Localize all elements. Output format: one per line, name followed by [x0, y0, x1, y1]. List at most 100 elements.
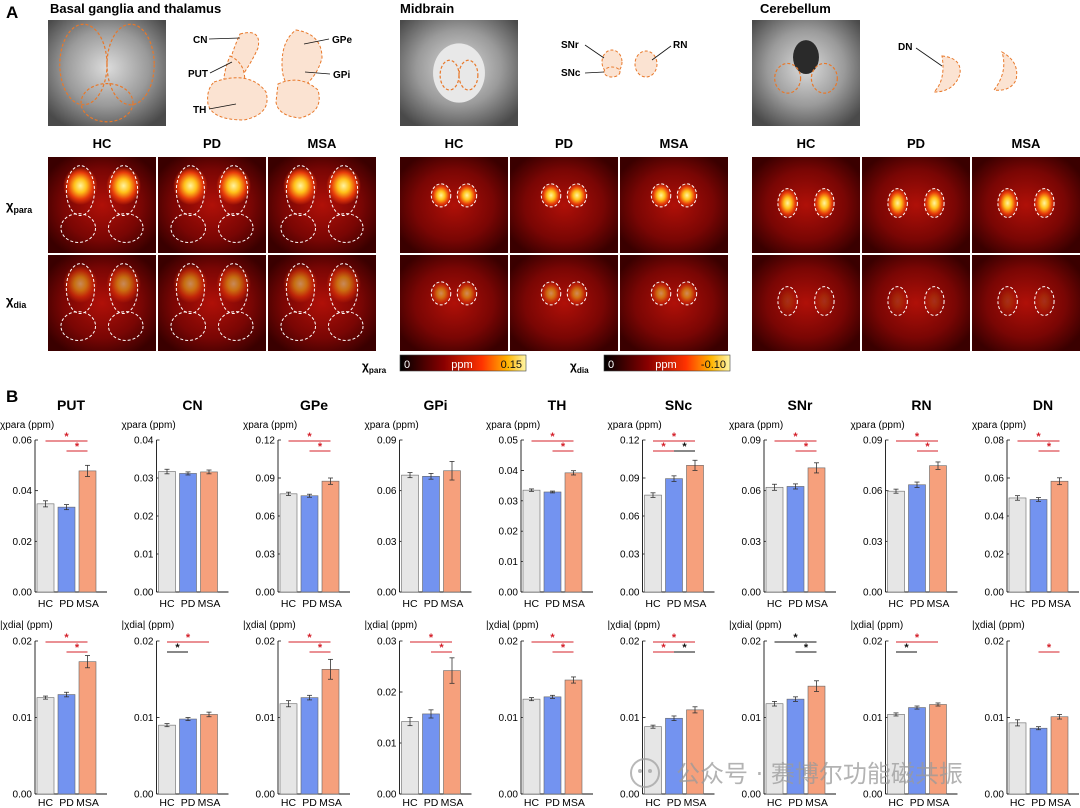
x-tick-label: PD: [302, 598, 317, 610]
panel-b-letter: B: [6, 387, 18, 406]
map-background: [752, 157, 860, 253]
map-hotspot: [676, 182, 698, 208]
map-roi-outline: [175, 165, 205, 217]
y-tick-label: 0.02: [13, 637, 33, 648]
x-tick-label: MSA: [1048, 598, 1071, 610]
y-axis-label: |χdia| (ppm): [0, 620, 53, 631]
thumb-basal-ganglia-roi-mid: [80, 82, 134, 123]
significance-mark: *: [793, 632, 798, 644]
bar-pd: [57, 694, 76, 795]
map-tile-2-0-1: [862, 157, 970, 253]
y-tick-label: 0.00: [256, 790, 276, 801]
map-hotspot: [1033, 285, 1056, 317]
bar-msa: [443, 670, 461, 795]
map-tile-0-1-2: [268, 255, 376, 351]
y-tick-label: 0.00: [985, 588, 1005, 599]
bar-hc: [401, 721, 419, 795]
y-tick-label: 0.09: [256, 474, 276, 485]
x-tick-label: PD: [667, 598, 682, 610]
significance-mark: *: [318, 642, 323, 654]
x-tick-label: HC: [281, 598, 297, 610]
roi-leader-rn: [651, 45, 672, 61]
map-roi-outline: [65, 263, 95, 315]
colorbar-min-1: 0: [608, 359, 614, 371]
map-hotspot: [996, 285, 1019, 317]
y-tick-label: 0.02: [985, 637, 1005, 648]
bar-hc: [522, 489, 541, 593]
roi-dn-right: [993, 50, 1018, 91]
map-background: [972, 157, 1080, 253]
y-axis-label: χpara (ppm): [608, 420, 662, 431]
map-roi-outline: [887, 188, 908, 218]
bar-hc: [36, 503, 55, 593]
map-roi-outline: [285, 263, 315, 315]
roi-schematics: CN PUT TH GPe GPi SNr SNc RN DN: [188, 29, 1018, 121]
bar-msa: [1050, 480, 1069, 593]
significance-mark: *: [1036, 431, 1041, 443]
x-tick-label: PD: [667, 797, 682, 808]
y-tick-label: 0.03: [742, 537, 762, 548]
y-axis-label: χpara (ppm): [486, 420, 540, 431]
significance-mark: *: [1047, 642, 1052, 654]
y-tick-label: 0.01: [620, 713, 640, 724]
y-tick-label: 0.00: [134, 790, 154, 801]
chart-title: TH: [548, 397, 567, 413]
y-axis-label: χpara (ppm): [122, 420, 176, 431]
roi-gpi: [275, 79, 320, 119]
x-tick-label: MSA: [805, 598, 828, 610]
map-hotspot: [566, 182, 588, 208]
map-background: [620, 157, 728, 253]
x-tick-label: MSA: [76, 598, 99, 610]
map-hotspot: [216, 166, 251, 205]
roi-leader-th: [208, 103, 237, 110]
map-roi-outline: [107, 311, 144, 341]
chart-title: GPe: [300, 397, 328, 413]
map-roi-outline: [924, 286, 945, 316]
map-background: [48, 157, 156, 253]
x-tick-label: MSA: [319, 598, 342, 610]
map-roi-outline: [1034, 188, 1055, 218]
x-tick-label: HC: [1010, 598, 1026, 610]
bar-hc: [279, 493, 298, 593]
map-roi-outline: [430, 281, 452, 306]
map-tile-1-1-1: [510, 255, 618, 351]
significance-mark: *: [75, 441, 80, 453]
significance-mark: *: [804, 441, 809, 453]
significance-mark: *: [915, 431, 920, 443]
colorbar-max-0: 0.15: [501, 359, 522, 371]
bar-hc: [1008, 722, 1027, 795]
map-header-pd-1: PD: [555, 136, 573, 151]
map-hotspot: [776, 187, 799, 219]
y-axis-label: |χdia| (ppm): [972, 620, 1025, 631]
y-tick-label: 0.06: [985, 474, 1005, 485]
significance-mark: *: [186, 632, 191, 644]
y-tick-label: 0.02: [985, 550, 1005, 561]
x-tick-label: MSA: [562, 797, 585, 808]
y-axis-label: |χdia| (ppm): [122, 620, 175, 631]
map-roi-outline: [456, 183, 478, 208]
roi-leader-put: [209, 61, 233, 74]
bar-pd: [1029, 727, 1048, 795]
bar-pd: [422, 476, 440, 593]
bar-chart-10: |χdia| (ppm) 0.00 0.01 0.02 HC PD MSA * *: [122, 620, 229, 808]
y-tick-label: 0.02: [863, 637, 883, 648]
significance-mark: *: [793, 431, 798, 443]
map-tile-0-0-2: [268, 157, 376, 253]
bar-msa: [686, 465, 704, 593]
bar-msa: [564, 679, 583, 795]
map-background: [972, 255, 1080, 351]
thumb-basal-ganglia-roi-right: [106, 23, 155, 106]
bar-msa: [929, 465, 947, 593]
y-tick-label: 0.01: [499, 557, 519, 568]
y-tick-label: 0.00: [256, 588, 276, 599]
y-tick-label: 0.00: [620, 588, 640, 599]
bar-hc: [279, 703, 298, 795]
colorbar-label-1-subscript: dia: [577, 366, 589, 375]
map-tile-2-1-0: [752, 255, 860, 351]
map-roi-outline: [650, 281, 672, 306]
map-roi-outline: [676, 281, 698, 306]
map-hotspot: [540, 182, 562, 208]
map-tile-2-0-2: [972, 157, 1080, 253]
row-label-dia-subscript: dia: [13, 300, 26, 310]
bar-hc: [1008, 497, 1027, 593]
